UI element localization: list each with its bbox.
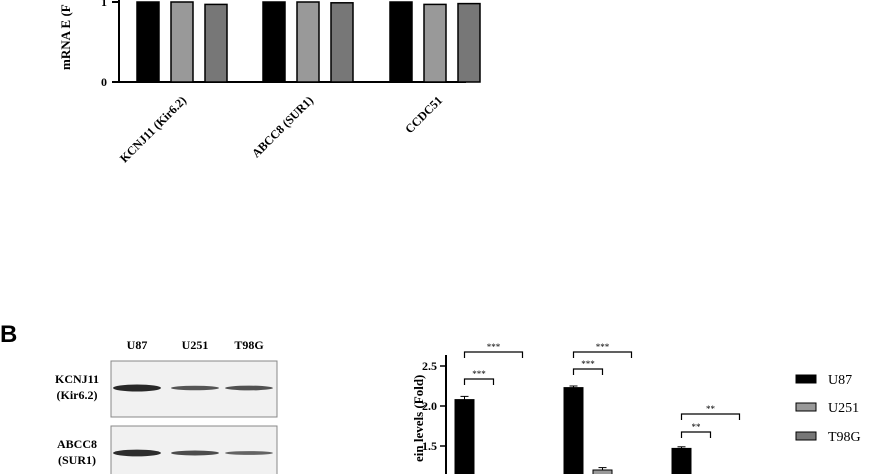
- blot-band: [171, 450, 219, 456]
- y-tick-label: 2.5: [422, 359, 437, 373]
- lane-label: U251: [182, 338, 209, 352]
- significance-label: **: [692, 422, 702, 432]
- significance-bracket: [572, 368, 604, 375]
- panel-b-label: B: [0, 321, 17, 348]
- blot-rows: KCNJ11 (Kir6.2) ABCC8 (SUR1): [55, 360, 278, 474]
- y-tick-label: 1.5: [422, 439, 437, 453]
- bar-u87-2: [389, 1, 413, 83]
- significance-bracket: [463, 378, 495, 385]
- lane-label: T98G: [234, 338, 263, 352]
- significance-label: ***: [472, 369, 486, 379]
- significance-bracket: [463, 351, 524, 358]
- significance-brackets: ****************: [463, 342, 741, 438]
- blot-band: [113, 384, 161, 392]
- significance-label: ***: [581, 359, 595, 369]
- bar-t98g-0: [204, 3, 228, 83]
- legend-label-u87: U87: [828, 373, 852, 388]
- bar-u87-2: [671, 447, 692, 474]
- bar-u87-0: [136, 1, 160, 83]
- significance-bracket: [572, 351, 633, 358]
- x-tick-labels-mrna: KCNJ11 (Kir6.2) ABCC8 (SUR1) CCDC51: [117, 93, 445, 165]
- bar-t98g-1: [330, 2, 354, 83]
- blot-lane-labels: U87 U251 T98G: [127, 338, 264, 352]
- x-tick-label: KCNJ11 (Kir6.2): [117, 93, 189, 165]
- significance-label: ***: [487, 342, 501, 352]
- y-ticks-mrna: 01: [101, 0, 119, 89]
- significance-label: ***: [596, 342, 610, 352]
- legend-label-u251: U251: [828, 401, 859, 416]
- mrna-expression-chart: mRNA E (F 01 KCNJ11 (Kir6.2) ABCC8 (SUR1)…: [58, 0, 481, 165]
- blot-band: [225, 451, 273, 455]
- significance-label: **: [706, 404, 716, 414]
- legend-swatch-t98g: [795, 431, 817, 441]
- blot-band: [171, 385, 219, 391]
- y-ticks-protein: 1.5 2.0 2.5: [422, 359, 446, 453]
- blot-row-label: ABCC8: [57, 437, 97, 451]
- bar-u87-0: [454, 399, 475, 474]
- bar-t98g-2: [457, 2, 481, 83]
- blot-row-sublabel: (Kir6.2): [57, 388, 98, 402]
- x-tick-label: ABCC8 (SUR1): [249, 93, 316, 160]
- y-tick-label: 1: [101, 0, 107, 9]
- significance-bracket: [680, 413, 741, 420]
- blot-row-label: KCNJ11: [55, 372, 99, 386]
- legend-swatch-u251: [795, 402, 817, 412]
- legend: U87 U251 T98G: [795, 373, 861, 445]
- legend-label-t98g: T98G: [828, 430, 861, 445]
- protein-levels-chart: ein levels (Fold) 1.52.02.5 ************…: [411, 342, 741, 474]
- bars-mrna: [136, 1, 481, 83]
- y-tick-label: 2.0: [422, 399, 437, 413]
- significance-bracket: [680, 431, 712, 438]
- western-blot: U87 U251 T98G KCNJ11 (Kir6.2) ABCC8 (SUR1): [55, 338, 278, 474]
- y-tick-label: 0: [101, 75, 107, 89]
- bar-u251-0: [170, 1, 194, 83]
- bar-u251-1: [592, 469, 613, 474]
- blot-row-sublabel: (SUR1): [58, 453, 96, 467]
- bar-u87-1: [563, 387, 584, 474]
- bar-u251-2: [423, 3, 447, 83]
- bar-u251-1: [296, 1, 320, 83]
- blot-band: [113, 449, 161, 457]
- lane-label: U87: [127, 338, 148, 352]
- bars-protein: [454, 385, 692, 474]
- legend-swatch-u87: [795, 374, 817, 384]
- y-axis-label-protein: ein levels (Fold): [411, 375, 426, 462]
- x-tick-label: CCDC51: [402, 93, 445, 136]
- bar-u87-1: [262, 1, 286, 83]
- y-axis-label-mrna: mRNA E (F: [58, 4, 73, 70]
- blot-band: [225, 385, 273, 391]
